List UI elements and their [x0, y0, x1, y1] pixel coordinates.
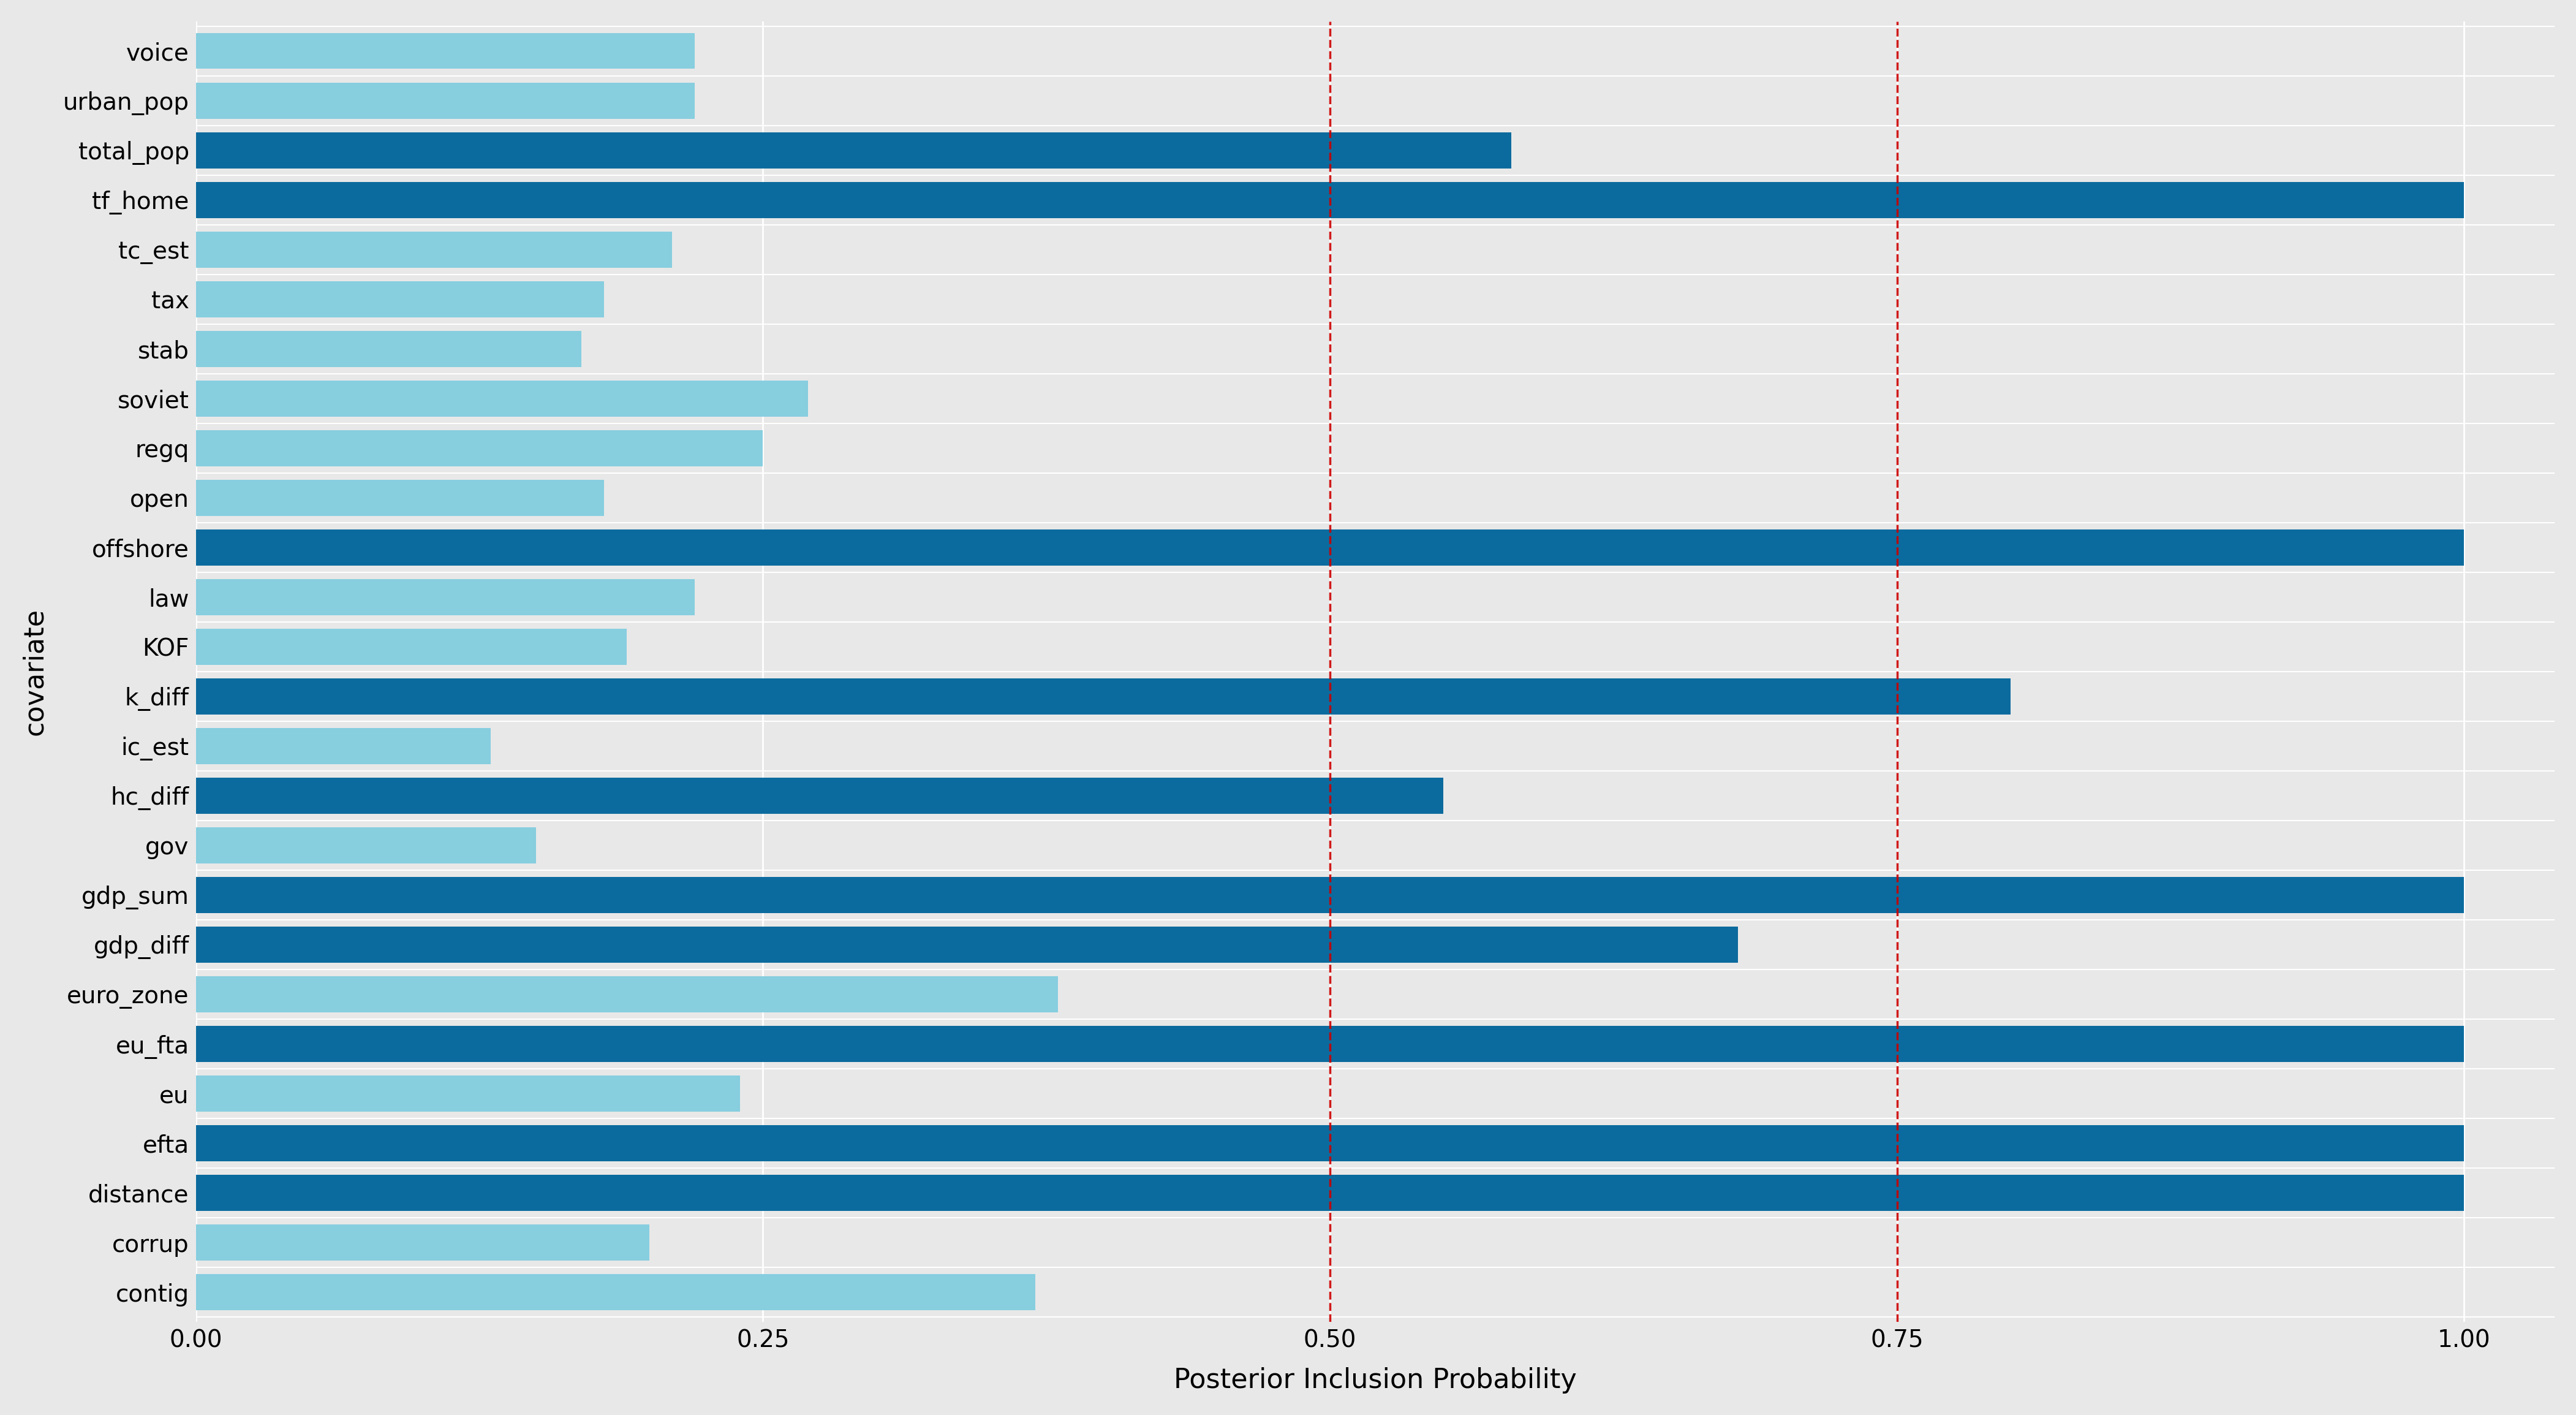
Bar [196, 976, 1059, 1012]
Bar [196, 828, 536, 863]
Bar [196, 381, 809, 416]
Bar [196, 282, 605, 317]
Bar [196, 729, 492, 764]
Bar [196, 331, 582, 366]
Bar [196, 480, 605, 515]
Bar [196, 628, 626, 665]
Bar [196, 1275, 1036, 1310]
Bar [196, 430, 762, 466]
X-axis label: Posterior Inclusion Probability: Posterior Inclusion Probability [1175, 1367, 1577, 1394]
Bar [196, 579, 696, 616]
Bar [196, 1026, 2465, 1061]
Bar [196, 1125, 2465, 1162]
Bar [196, 778, 1443, 814]
Bar [196, 927, 1739, 962]
Bar [196, 1075, 739, 1111]
Bar [196, 33, 696, 69]
Bar [196, 83, 696, 119]
Bar [196, 1174, 2465, 1211]
Bar [196, 133, 1512, 168]
Bar [196, 529, 2465, 566]
Bar [196, 1224, 649, 1261]
Bar [196, 679, 2009, 715]
Bar [196, 232, 672, 267]
Bar [196, 877, 2465, 913]
Y-axis label: covariate: covariate [21, 608, 46, 736]
Bar [196, 183, 2465, 218]
